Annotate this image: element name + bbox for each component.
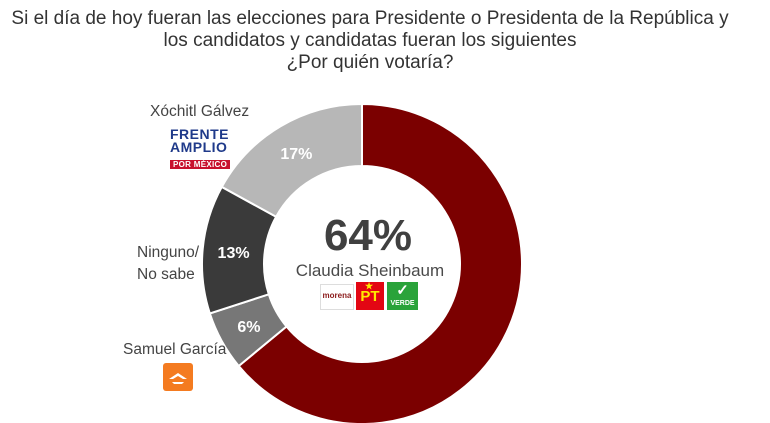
data-label-garcia: 6% bbox=[237, 319, 260, 336]
pt-logo: ★ PT bbox=[356, 281, 384, 310]
verde-logo: ✓ VERDE bbox=[387, 282, 418, 310]
frente-logo-line2: AMPLIO bbox=[170, 139, 228, 155]
star-icon: ★ bbox=[365, 281, 374, 291]
verde-check-icon: ✓ bbox=[396, 282, 409, 299]
label-ninguno-1: Ninguno/ bbox=[137, 244, 200, 261]
pt-logo-text: PT bbox=[360, 288, 380, 305]
data-label-galvez: 17% bbox=[280, 146, 312, 163]
center-value: 64% bbox=[324, 211, 412, 260]
verde-logo-text: VERDE bbox=[390, 300, 415, 307]
title-line-3: ¿Por quién votaría? bbox=[286, 52, 454, 73]
label-galvez: Xóchitl Gálvez bbox=[150, 103, 250, 120]
data-label-ninguno: 13% bbox=[218, 245, 250, 262]
center-label: Claudia Sheinbaum bbox=[296, 261, 444, 280]
label-ninguno-2: No sabe bbox=[137, 266, 195, 283]
movimiento-ciudadano-eagle-icon bbox=[163, 363, 193, 391]
frente-logo-line1: FRENTE bbox=[170, 126, 229, 142]
label-garcia: Samuel García bbox=[123, 341, 227, 358]
title-line-2: los candidatos y candidatas fueran los s… bbox=[163, 30, 577, 51]
frente-logo-line3: POR MÉXICO bbox=[170, 160, 231, 169]
morena-logo: morena bbox=[320, 284, 354, 310]
chart-title: Si el día de hoy fueran las elecciones p… bbox=[0, 8, 740, 74]
frente-amplio-logo: FRENTE AMPLIO POR MÉXICO bbox=[170, 126, 232, 169]
slice-galvez bbox=[220, 102, 363, 219]
title-line-1: Si el día de hoy fueran las elecciones p… bbox=[11, 8, 729, 29]
slice-sheinbaum bbox=[237, 102, 523, 423]
